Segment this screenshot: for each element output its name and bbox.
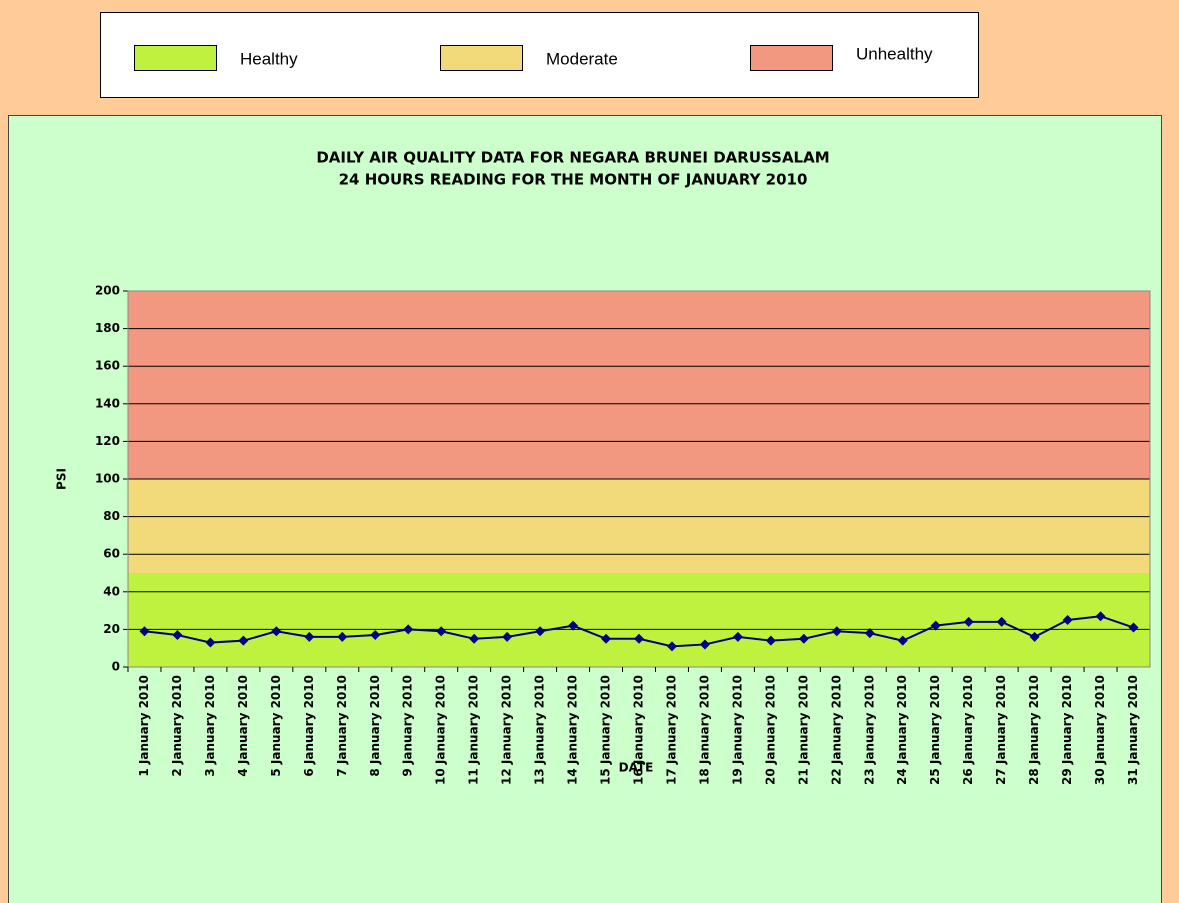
marker (337, 631, 348, 642)
marker (502, 631, 513, 642)
marker (996, 616, 1007, 627)
x-tick-label: 19 January 2010 (730, 675, 744, 785)
x-tick-label: 8 January 2010 (368, 675, 382, 777)
marker (1062, 615, 1073, 625)
marker (469, 633, 480, 644)
y-tick-label: 120 (95, 434, 120, 448)
marker (1095, 611, 1106, 622)
x-tick-label: 3 January 2010 (203, 675, 217, 777)
legend-swatch (750, 45, 833, 71)
x-tick-label: 10 January 2010 (434, 675, 448, 785)
y-tick-label: 0 (112, 660, 120, 674)
marker (1029, 631, 1040, 642)
marker (732, 631, 743, 642)
x-tick-label: 7 January 2010 (335, 675, 349, 777)
marker (930, 620, 941, 631)
marker (963, 616, 974, 627)
marker (601, 633, 612, 644)
legend-box (100, 12, 979, 98)
y-tick-label: 100 (95, 472, 120, 486)
marker (172, 630, 183, 641)
marker (370, 630, 381, 641)
marker (304, 631, 315, 642)
x-tick-label: 20 January 2010 (763, 675, 777, 785)
marker (765, 635, 776, 646)
legend-label: Healthy (240, 49, 298, 68)
marker (436, 626, 447, 637)
y-tick-label: 200 (95, 284, 120, 298)
band (128, 573, 1150, 667)
x-tick-label: 9 January 2010 (401, 675, 415, 777)
chart-subtitle: 24 HOURS READING FOR THE MONTH OF JANUAR… (339, 171, 808, 189)
y-tick-label: 60 (103, 547, 120, 561)
x-tick-label: 21 January 2010 (796, 675, 810, 785)
marker (271, 626, 282, 637)
x-tick-label: 11 January 2010 (467, 675, 481, 785)
x-tick-label: 27 January 2010 (994, 675, 1008, 785)
x-tick-label: 22 January 2010 (829, 675, 843, 785)
y-tick-label: 160 (95, 359, 120, 373)
marker (798, 633, 809, 644)
y-tick-label: 20 (103, 622, 120, 636)
y-tick-label: 140 (95, 396, 120, 410)
marker (897, 635, 908, 646)
legend-label: Unhealthy (856, 44, 933, 63)
x-tick-label: 29 January 2010 (1060, 675, 1074, 785)
band (128, 291, 1150, 479)
x-tick-label: 25 January 2010 (928, 675, 942, 785)
legend-swatch (134, 45, 217, 71)
x-tick-label: 17 January 2010 (664, 675, 678, 785)
marker (634, 633, 644, 644)
chart-title: DAILY AIR QUALITY DATA FOR NEGARA BRUNEI… (316, 149, 829, 167)
x-tick-label: 24 January 2010 (895, 675, 909, 785)
marker (831, 626, 842, 637)
x-tick-label: 13 January 2010 (533, 675, 547, 785)
x-tick-label: 14 January 2010 (566, 675, 580, 785)
legend-swatch (440, 45, 523, 71)
marker (535, 626, 546, 637)
x-tick-label: 2 January 2010 (170, 675, 184, 777)
x-tick-label: 18 January 2010 (697, 675, 711, 785)
y-tick-label: 80 (103, 509, 120, 523)
marker (699, 639, 710, 650)
band (128, 479, 1150, 573)
plot-border (127, 290, 1151, 668)
x-tick-label: 26 January 2010 (961, 675, 975, 785)
x-axis-label: DATE (619, 761, 654, 775)
marker (568, 620, 579, 631)
x-tick-label: 15 January 2010 (599, 675, 613, 785)
x-tick-label: 12 January 2010 (500, 675, 514, 785)
marker (139, 626, 150, 637)
marker (864, 628, 875, 639)
x-tick-label: 23 January 2010 (862, 675, 876, 785)
x-tick-label: 6 January 2010 (302, 675, 316, 777)
legend-label: Moderate (546, 49, 618, 68)
x-tick-label: 5 January 2010 (269, 675, 283, 777)
x-tick-label: 30 January 2010 (1093, 675, 1107, 785)
x-tick-label: 16 January 2010 (632, 675, 646, 785)
marker (238, 635, 249, 646)
marker (1128, 622, 1139, 633)
marker (403, 624, 414, 635)
marker (205, 637, 216, 648)
y-axis-label: PSI (55, 468, 69, 490)
x-tick-label: 4 January 2010 (236, 675, 250, 777)
x-tick-label: 31 January 2010 (1126, 675, 1140, 785)
y-tick-label: 180 (95, 321, 120, 335)
x-tick-label: 1 January 2010 (137, 675, 151, 777)
y-tick-label: 40 (103, 584, 120, 598)
marker (666, 641, 677, 652)
x-tick-label: 28 January 2010 (1027, 675, 1041, 785)
